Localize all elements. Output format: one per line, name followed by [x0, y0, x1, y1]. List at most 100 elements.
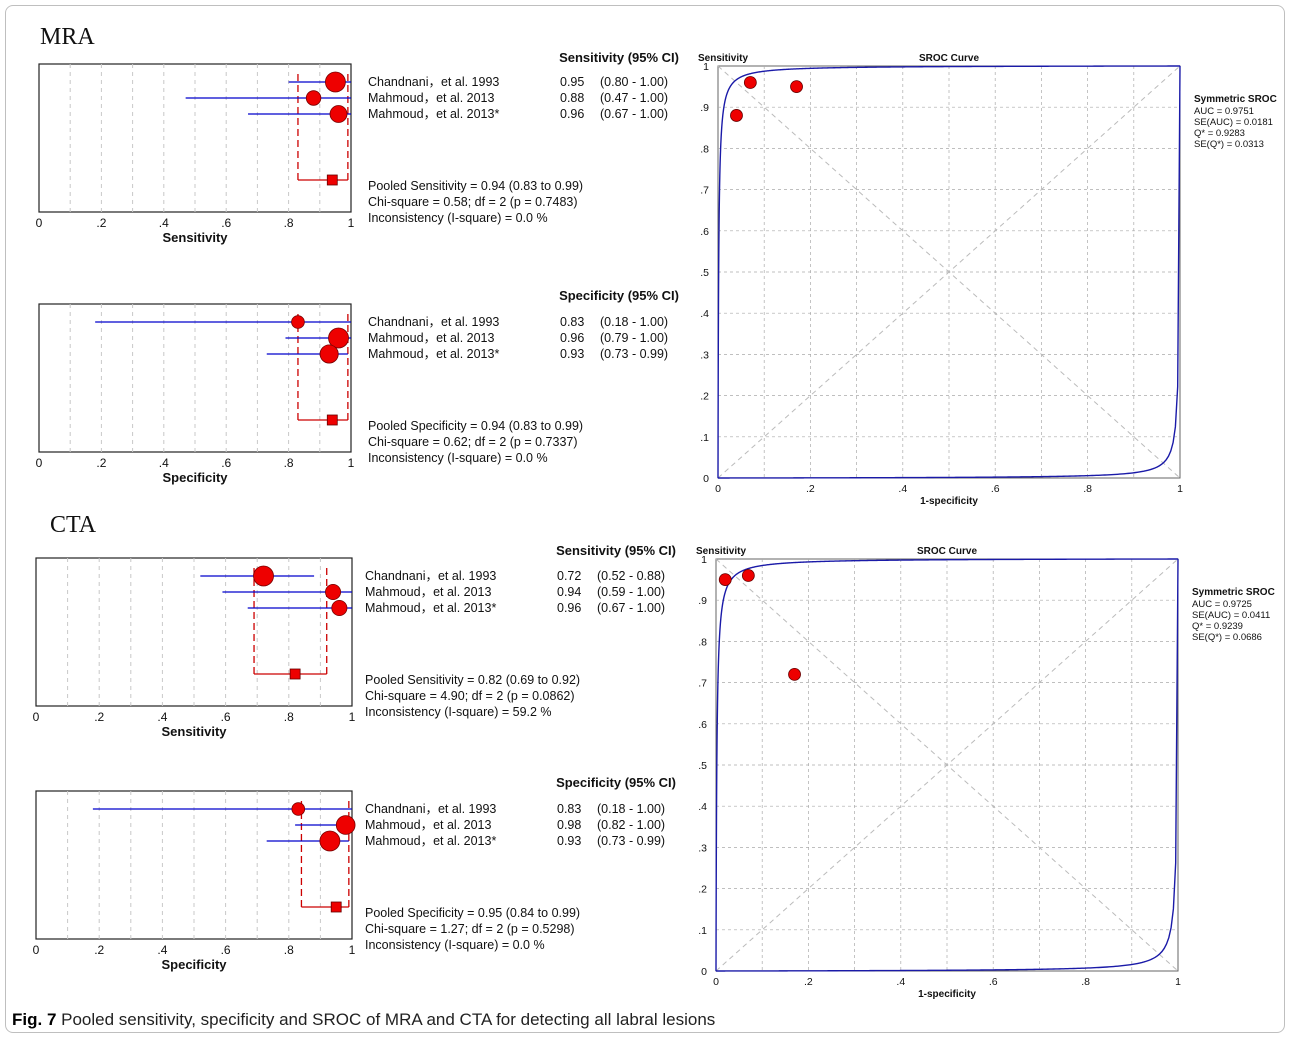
x-tick-label: 1	[348, 456, 355, 470]
study-label: Chandnani，et al. 1993	[368, 315, 499, 329]
x-tick-label: .6	[991, 483, 1000, 495]
study-estimate-marker	[319, 830, 341, 852]
study-estimate-marker	[253, 565, 274, 587]
y-tick-label: .4	[700, 308, 709, 320]
sroc-curve	[717, 65, 1180, 478]
study-estimate-marker	[335, 815, 356, 835]
study-point-value: 0.93	[557, 834, 581, 848]
x-tick-label: .4	[157, 710, 167, 724]
x-tick-label: 0	[36, 456, 43, 470]
x-tick-label: .4	[896, 976, 905, 988]
pooled-stat-line: Pooled Specificity = 0.94 (0.83 to 0.99)	[368, 419, 583, 433]
caption-text: Pooled sensitivity, specificity and SROC…	[61, 1010, 716, 1029]
y-tick-label: 1	[701, 554, 707, 566]
study-ci-value: (0.59 - 1.00)	[597, 585, 665, 599]
legend-stat: SE(AUC) = 0.0181	[1194, 117, 1273, 128]
legend-title: Symmetric SROC	[1194, 94, 1277, 105]
study-label: Mahmoud，et al. 2013	[368, 331, 495, 345]
pooled-estimate-marker	[330, 901, 342, 913]
x-tick-label: .2	[806, 483, 815, 495]
x-tick-label: .6	[989, 976, 998, 988]
x-tick-label: 1	[1175, 976, 1181, 988]
x-tick-label: .8	[284, 710, 294, 724]
sroc-plot-mra: 0.1.2.3.4.5.6.7.8.910.2.4.6.8 1Sensitivit…	[698, 53, 1277, 507]
y-tick-label: .3	[700, 349, 709, 361]
study-point	[730, 109, 743, 122]
study-label: Mahmoud，et al. 2013	[365, 818, 492, 832]
study-estimate-marker	[291, 802, 306, 816]
x-tick-label: .2	[804, 976, 813, 988]
x-tick-label: 1	[1177, 483, 1183, 495]
y-tick-label: .4	[698, 801, 707, 813]
y-tick-label: .6	[700, 226, 709, 238]
study-label: Mahmoud，et al. 2013*	[365, 601, 496, 615]
forest-plot-mra-sensitivity: 0 .2 .4 .6 .8 1 Sensitivity Chandnani，et al. 19…	[36, 50, 679, 245]
forest-header: Specificity (95% CI)	[559, 288, 679, 303]
study-ci-value: (0.73 - 0.99)	[600, 347, 668, 361]
study-estimate-marker	[305, 90, 322, 106]
x-tick-label: .4	[159, 216, 169, 230]
study-estimate-marker	[331, 600, 348, 617]
pooled-stat-line: Chi-square = 4.90; df = 2 (p = 0.0862)	[365, 689, 575, 703]
x-tick-label: .8	[1081, 976, 1090, 988]
x-tick-label: .8	[284, 216, 294, 230]
study-ci-value: (0.47 - 1.00)	[600, 91, 668, 105]
y-tick-label: .6	[698, 719, 707, 731]
pooled-stat-line: Inconsistency (I-square) = 59.2 %	[365, 705, 552, 719]
study-ci-value: (0.73 - 0.99)	[597, 834, 665, 848]
y-tick-label: .9	[698, 595, 707, 607]
study-point-value: 0.95	[560, 75, 584, 89]
study-estimate-marker	[291, 315, 305, 329]
y-tick-label: .2	[698, 884, 707, 896]
x-axis-label: Sensitivity	[162, 230, 228, 245]
study-ci-value: (0.80 - 1.00)	[600, 75, 668, 89]
legend-stat: Q* = 0.9283	[1194, 128, 1245, 139]
x-tick-label: 0	[715, 483, 721, 495]
study-point-value: 0.94	[557, 585, 581, 599]
study-point-value: 0.96	[560, 331, 584, 345]
legend-stat: SE(Q*) = 0.0313	[1194, 139, 1264, 150]
legend-stat: SE(Q*) = 0.0686	[1192, 632, 1262, 643]
y-axis-label: Sensitivity	[698, 53, 748, 64]
study-point-value: 0.93	[560, 347, 584, 361]
y-tick-label: .5	[700, 267, 709, 279]
x-tick-label: .2	[94, 943, 104, 957]
study-point-value: 0.72	[557, 569, 581, 583]
study-point-value: 0.88	[560, 91, 584, 105]
y-tick-label: .2	[700, 391, 709, 403]
study-ci-value: (0.18 - 1.00)	[597, 802, 665, 816]
pooled-estimate-marker	[326, 414, 338, 426]
y-tick-label: .8	[698, 636, 707, 648]
y-tick-label: .9	[700, 102, 709, 114]
legend-title: Symmetric SROC	[1192, 587, 1275, 598]
study-label: Mahmoud，et al. 2013	[368, 91, 495, 105]
x-tick-label: .2	[94, 710, 104, 724]
x-tick-label: .4	[157, 943, 167, 957]
x-tick-label: 0	[713, 976, 719, 988]
study-label: Mahmoud，et al. 2013*	[368, 347, 499, 361]
pooled-estimate-marker	[326, 174, 338, 186]
sroc-plot-cta: 0.1.2.3.4.5.6.7.8.910.2.4.6.8 1Sensitivit…	[696, 546, 1275, 1000]
pooled-stat-line: Inconsistency (I-square) = 0.0 %	[365, 938, 545, 952]
pooled-stat-line: Inconsistency (I-square) = 0.0 %	[368, 211, 548, 225]
y-axis-label: Sensitivity	[696, 546, 746, 557]
x-axis-label: Sensitivity	[161, 724, 227, 739]
study-point-value: 0.83	[557, 802, 581, 816]
x-axis-label: Specificity	[161, 957, 227, 972]
pooled-stat-line: Pooled Specificity = 0.95 (0.84 to 0.99)	[365, 906, 580, 920]
section-label-cta: CTA	[50, 512, 97, 538]
x-tick-label: .6	[221, 456, 231, 470]
y-tick-label: .3	[698, 842, 707, 854]
study-estimate-marker	[325, 584, 342, 601]
legend-stat: SE(AUC) = 0.0411	[1192, 610, 1270, 621]
study-ci-value: (0.67 - 1.00)	[600, 107, 668, 121]
y-tick-label: 0	[703, 473, 709, 485]
section-label-mra: MRA	[40, 24, 95, 50]
y-tick-label: .7	[700, 185, 709, 197]
study-estimate-marker	[324, 71, 346, 93]
x-tick-label: 0	[33, 943, 40, 957]
study-ci-value: (0.79 - 1.00)	[600, 331, 668, 345]
study-label: Mahmoud，et al. 2013*	[368, 107, 499, 121]
chart-title: SROC Curve	[917, 546, 977, 557]
